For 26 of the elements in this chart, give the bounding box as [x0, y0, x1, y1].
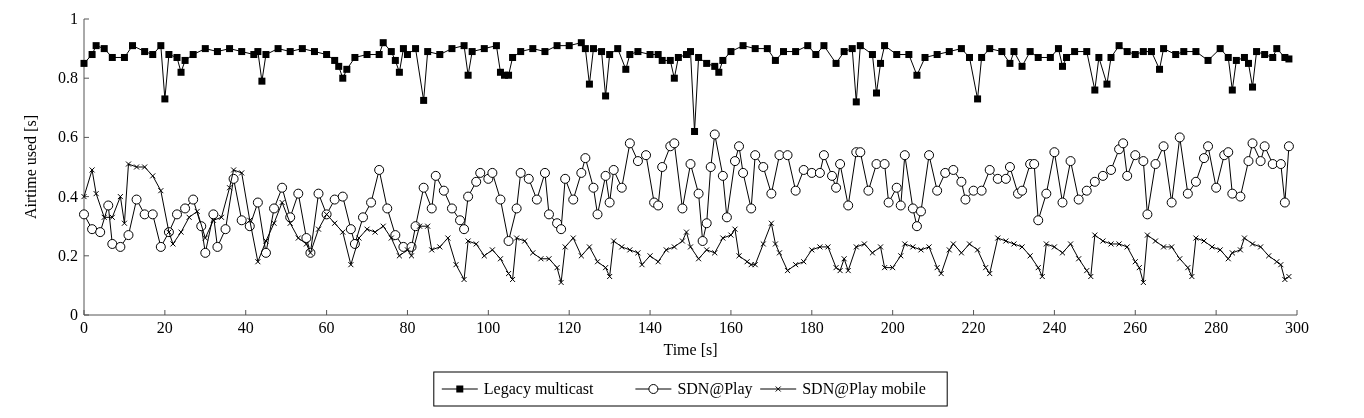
- y-tick-label: 0.8: [58, 69, 78, 87]
- x-tick-label: 80: [399, 319, 416, 336]
- x-tick-label: 140: [638, 319, 663, 336]
- x-tick-label: 240: [1042, 319, 1067, 336]
- y-axis-title: Airtime used [s]: [22, 115, 39, 219]
- x-tick-label: 120: [557, 319, 582, 336]
- y-tick-label: 0: [70, 306, 78, 323]
- y-tick-label: 0.2: [58, 246, 78, 264]
- x-axis-title: Time [s]: [663, 341, 718, 358]
- x-tick-label: 20: [156, 319, 173, 336]
- y-tick-label: 0.6: [58, 128, 78, 146]
- x-tick-label: 180: [799, 319, 824, 336]
- y-tick-label: 0.4: [58, 187, 78, 205]
- x-tick-label: 160: [718, 319, 743, 336]
- x-tick-label: 100: [476, 319, 501, 336]
- x-tick-label: 60: [318, 319, 335, 336]
- x-tick-label: 300: [1285, 319, 1309, 336]
- x-tick-label: 280: [1204, 319, 1229, 336]
- legend-label: SDN@Play mobile: [802, 380, 926, 398]
- x-tick-label: 200: [880, 319, 905, 336]
- x-tick-label: 260: [1123, 319, 1148, 336]
- x-tick-label: 220: [961, 319, 986, 336]
- legend-label: SDN@Play: [677, 380, 753, 398]
- legend-label: Legacy multicast: [483, 380, 595, 398]
- x-tick-label: 40: [237, 319, 254, 336]
- y-tick-label: 1: [70, 10, 78, 27]
